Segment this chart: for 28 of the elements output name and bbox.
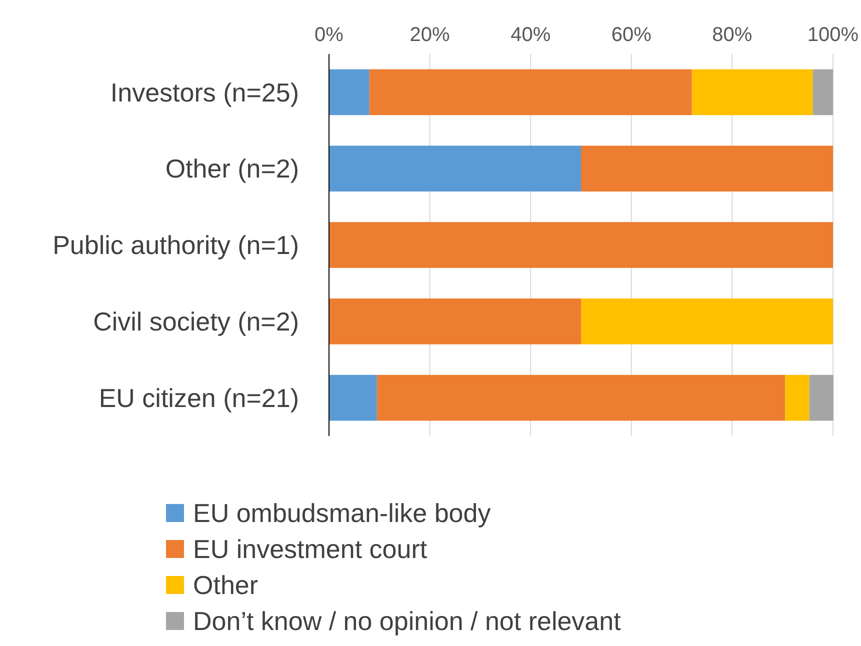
y-tick-label: Civil society (n=2) — [93, 306, 299, 336]
x-tick-label: 20% — [410, 24, 450, 46]
bar — [369, 69, 692, 116]
bar — [329, 298, 581, 344]
bar — [785, 374, 810, 421]
x-tick-label: 60% — [611, 24, 652, 46]
y-tick-label: Other (n=2) — [165, 154, 299, 184]
legend-label: EU ombudsman-like body — [193, 498, 491, 528]
bar — [812, 69, 833, 116]
x-tick-label: 0% — [314, 24, 344, 46]
bar — [329, 374, 377, 421]
x-tick-label: 100% — [807, 24, 859, 46]
bar — [329, 222, 833, 268]
x-tick-label: 80% — [712, 24, 752, 46]
bar — [329, 69, 370, 116]
legend-label: EU investment court — [193, 534, 428, 564]
x-tick-label: 40% — [510, 24, 551, 46]
bar — [581, 146, 833, 192]
bar — [692, 69, 813, 116]
bar — [581, 298, 833, 344]
bar — [809, 374, 834, 421]
y-tick-label: Public authority (n=1) — [52, 230, 299, 260]
legend-label: Don’t know / no opinion / not relevant — [193, 606, 622, 636]
y-tick-label: EU citizen (n=21) — [98, 382, 299, 413]
bar — [376, 374, 786, 421]
legend-label: Other — [193, 570, 258, 600]
y-tick-label: Investors (n=25) — [110, 77, 299, 108]
bar — [329, 146, 581, 192]
